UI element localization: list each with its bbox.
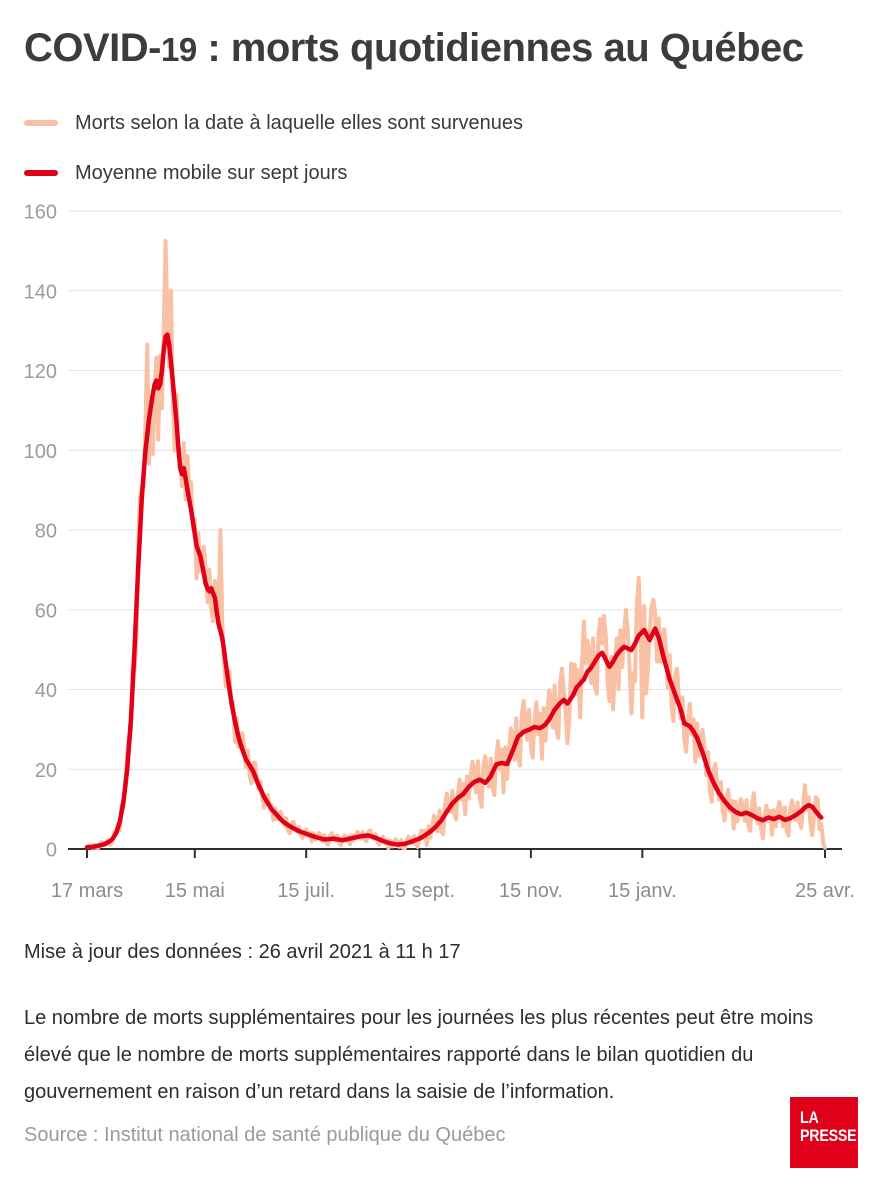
- title-prefix: COVID-: [24, 26, 162, 70]
- x-tick-label: 25 avr.: [795, 880, 855, 902]
- chart-legend: Morts selon la date à laquelle elles son…: [24, 110, 523, 210]
- disclaimer-text: Le nombre de morts supplémentaires pour …: [24, 1007, 814, 1103]
- title-suffix: : morts quotidiennes au Québec: [196, 26, 804, 70]
- updated-text: Mise à jour des données : 26 avril 2021 …: [24, 941, 461, 963]
- logo-text-la: LA: [800, 1108, 819, 1127]
- y-tick-label: 140: [24, 281, 57, 303]
- page-title: COVID-19 : morts quotidiennes au Québec: [24, 26, 804, 71]
- y-tick-label: 60: [35, 600, 57, 622]
- legend-label-raw: Morts selon la date à laquelle elles son…: [75, 111, 524, 134]
- y-tick-label: 120: [24, 361, 57, 383]
- y-tick-label: 20: [35, 760, 57, 782]
- legend-swatch-raw: [24, 120, 58, 126]
- y-tick-label: 0: [46, 840, 57, 862]
- x-tick-label: 15 sept.: [384, 880, 455, 902]
- y-tick-label: 100: [24, 441, 57, 463]
- x-tick-label: 17 mars: [51, 880, 123, 902]
- legend-swatch-average: [24, 170, 58, 176]
- title-number: 19: [161, 31, 197, 68]
- x-tick-label: 15 mai: [165, 880, 225, 902]
- x-tick-label: 15 janv.: [608, 880, 677, 902]
- legend-label-average: Moyenne mobile sur sept jours: [75, 161, 348, 184]
- logo-text-presse: PRESSE: [800, 1126, 857, 1145]
- lapresse-logo: LA PRESSE: [790, 1097, 858, 1168]
- raw-series-line: [85, 238, 827, 851]
- legend-item-raw: Morts selon la date à laquelle elles son…: [24, 110, 523, 136]
- y-tick-label: 80: [35, 521, 57, 543]
- y-tick-label: 40: [35, 680, 57, 702]
- x-tick-label: 15 nov.: [499, 880, 563, 902]
- average-series-line: [84, 332, 824, 850]
- legend-item-average: Moyenne mobile sur sept jours: [24, 160, 523, 186]
- source-text: Source : Institut national de santé publ…: [24, 1124, 506, 1146]
- x-tick-label: 15 juil.: [277, 880, 335, 902]
